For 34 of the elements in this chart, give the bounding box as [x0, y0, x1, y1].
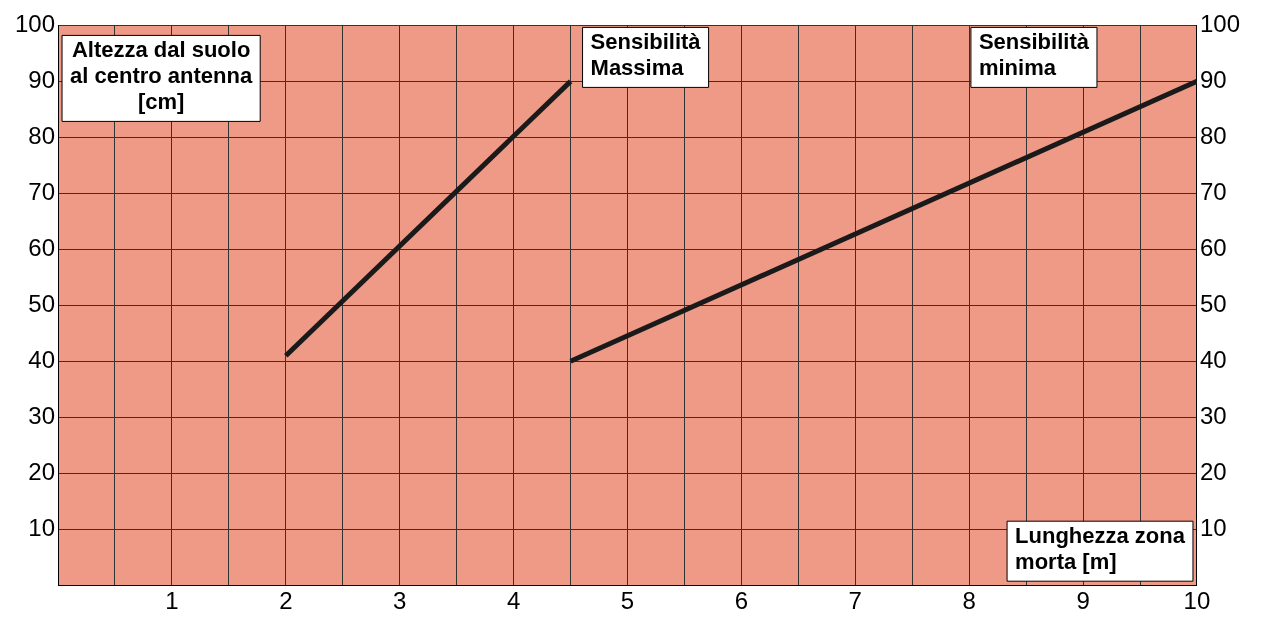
y2-tick-label: 40: [1199, 345, 1227, 373]
y-tick-label: 50: [28, 289, 56, 317]
x-tick-label: 10: [1183, 587, 1211, 615]
y-tick-label: 70: [28, 177, 56, 205]
y-axis-title: Altezza dal suolo al centro antenna [cm]: [70, 37, 253, 115]
y2-tick-label: 60: [1199, 233, 1227, 261]
y-tick-label: 30: [28, 401, 56, 429]
y2-tick-label: 20: [1199, 457, 1227, 485]
x-tick-label: 5: [620, 587, 635, 615]
y-tick-label: 60: [28, 233, 56, 261]
x-tick-label: 4: [506, 587, 521, 615]
x-tick-label: 2: [279, 587, 293, 615]
x-axis-title: Lunghezza zona morta [m]: [1015, 523, 1186, 575]
x-tick-label: 7: [848, 587, 862, 615]
y2-tick-label: 100: [1199, 10, 1240, 38]
series-label: Sensibilità Massima: [590, 29, 702, 81]
x-tick-label: 1: [165, 587, 179, 615]
y2-tick-label: 10: [1199, 513, 1227, 541]
x-tick-label: 8: [962, 587, 976, 615]
y-tick-label: 10: [28, 513, 56, 541]
x-tick-label: 9: [1076, 587, 1090, 615]
y-tick-label: 80: [28, 121, 56, 149]
y2-tick-label: 70: [1199, 177, 1227, 205]
y2-tick-label: 90: [1199, 66, 1227, 93]
y-tick-label: 90: [28, 66, 56, 93]
y-tick-label: 100: [15, 10, 56, 38]
x-tick-label: 6: [734, 587, 749, 615]
x-tick-label: 3: [393, 587, 407, 615]
y2-tick-label: 30: [1199, 401, 1227, 429]
y-tick-label: 20: [28, 457, 56, 485]
y2-tick-label: 80: [1199, 121, 1227, 149]
y2-tick-label: 50: [1199, 289, 1227, 317]
text: Sensibilità minima: [978, 29, 1090, 81]
y-tick-label: 40: [28, 345, 56, 373]
